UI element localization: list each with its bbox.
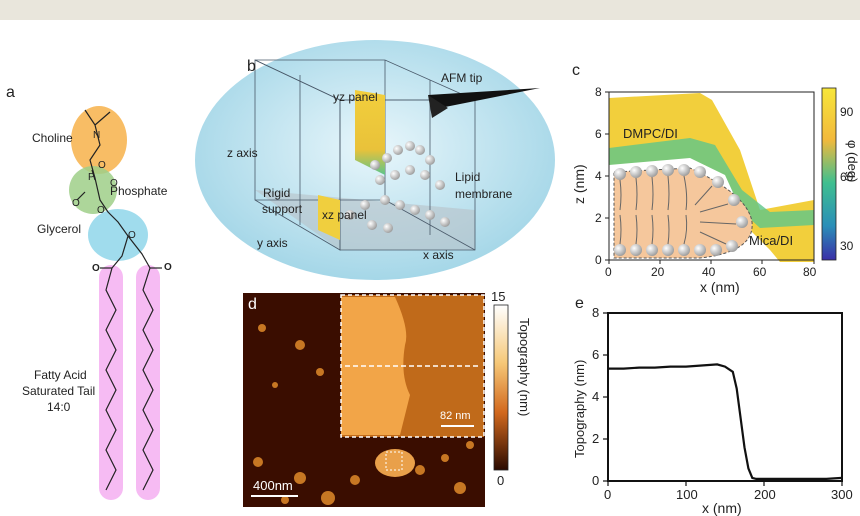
panel-e-plot bbox=[603, 312, 843, 486]
o-atom-5: O bbox=[92, 263, 100, 274]
xz-panel-surface bbox=[318, 195, 340, 240]
panel-e-frame bbox=[607, 312, 843, 482]
o-atom-4: O bbox=[128, 230, 136, 241]
tail-label-1: Fatty Acid bbox=[34, 368, 87, 382]
c-cbar-tick-30: 30 bbox=[840, 239, 854, 253]
panel-e-letter: e bbox=[575, 295, 584, 312]
c-ytick-0: 0 bbox=[595, 253, 602, 267]
c-xtick-2: 40 bbox=[702, 265, 716, 279]
n-atom: N bbox=[93, 130, 101, 141]
e-xlabel: x (nm) bbox=[702, 500, 742, 516]
tail-label-2: Saturated Tail bbox=[22, 384, 96, 398]
lipid-membrane-balls bbox=[345, 141, 450, 233]
y-axis-label: y axis bbox=[257, 236, 288, 250]
c-ytick-1: 2 bbox=[595, 211, 602, 225]
e-ytick-2: 4 bbox=[592, 389, 600, 404]
rigid-label-2: support bbox=[262, 202, 303, 216]
e-xtick-0: 0 bbox=[604, 487, 612, 502]
yz-panel-label: yz panel bbox=[333, 90, 378, 104]
mica-label: Mica/DI bbox=[749, 233, 794, 248]
c-xlabel: x (nm) bbox=[700, 279, 740, 295]
panel-c-lipid-heads bbox=[614, 164, 748, 256]
top-strip bbox=[0, 0, 860, 20]
d-cbar-tick-0: 0 bbox=[497, 473, 505, 488]
c-xtick-3: 60 bbox=[753, 265, 767, 279]
c-cbar-label: φ (deg) bbox=[845, 140, 860, 183]
d-cbar-label: Topography (nm) bbox=[517, 318, 532, 417]
choline-label: Choline bbox=[32, 131, 73, 145]
o-atom-2: O bbox=[72, 198, 80, 209]
tail-blob-left bbox=[99, 265, 123, 500]
tail-label-3: 14:0 bbox=[47, 400, 71, 414]
c-xtick-4: 80 bbox=[803, 265, 817, 279]
d-cbar-tick-15: 15 bbox=[491, 289, 506, 304]
tail-blob-right bbox=[136, 265, 160, 500]
e-xtick-3: 300 bbox=[831, 487, 853, 502]
glycerol-blob bbox=[88, 209, 148, 261]
c-xtick-0: 0 bbox=[605, 265, 612, 279]
lipid-label-1: Lipid bbox=[455, 170, 481, 184]
panel-b-schematic bbox=[195, 40, 555, 280]
c-cbar-tick-90: 90 bbox=[840, 105, 854, 119]
c-ytick-3: 6 bbox=[595, 127, 602, 141]
panel-c-colorbar bbox=[821, 87, 837, 261]
rigid-support bbox=[255, 190, 475, 250]
p-atom: P bbox=[88, 172, 95, 183]
o-atom-6: O bbox=[164, 262, 172, 273]
dmpc-label: DMPC/DI bbox=[623, 126, 678, 141]
panel-d-letter: d bbox=[248, 296, 257, 313]
e-ytick-1: 2 bbox=[592, 431, 600, 446]
phosphate-label: Phosphate bbox=[110, 184, 168, 198]
e-xtick-1: 100 bbox=[676, 487, 698, 502]
rigid-label-1: Rigid bbox=[263, 186, 291, 200]
xz-panel-label: xz panel bbox=[322, 208, 367, 222]
o-atom-3: O bbox=[97, 205, 105, 216]
panel-b-letter: b bbox=[247, 58, 256, 75]
o-minus-atom: O bbox=[98, 160, 106, 171]
c-xtick-1: 20 bbox=[651, 265, 665, 279]
o-atom-1: O bbox=[110, 178, 118, 189]
afm-tip-shape bbox=[428, 88, 540, 108]
c-cbar-tick-60: 60 bbox=[840, 170, 854, 184]
c-ytick-4: 8 bbox=[595, 85, 602, 99]
panel-a-letter: a bbox=[6, 84, 15, 101]
e-ylabel: Topography (nm) bbox=[572, 359, 587, 458]
d-scalebar-label: 400nm bbox=[253, 478, 293, 493]
z-axis-label: z axis bbox=[227, 146, 258, 160]
lipid-label-2: membrane bbox=[455, 187, 513, 201]
glycerol-label: Glycerol bbox=[37, 222, 82, 236]
c-ytick-2: 4 bbox=[595, 169, 602, 183]
e-xtick-2: 200 bbox=[754, 487, 776, 502]
panel-a-molecule bbox=[69, 106, 162, 500]
panel-d-colorbar bbox=[493, 304, 509, 471]
afm-tip-label: AFM tip bbox=[441, 71, 483, 85]
x-axis-label: x axis bbox=[423, 248, 454, 262]
e-ytick-3: 6 bbox=[592, 347, 600, 362]
panel-c-plot bbox=[605, 87, 837, 264]
c-ylabel: z (nm) bbox=[571, 164, 587, 204]
e-ytick-0: 0 bbox=[592, 473, 600, 488]
panel-d-image bbox=[243, 293, 509, 507]
phosphate-blob bbox=[69, 166, 117, 214]
panel-e-series-line bbox=[608, 363, 843, 480]
panel-c-letter: c bbox=[572, 62, 580, 79]
yz-panel-surface bbox=[355, 90, 385, 175]
d-inset-scalebar-label: 82 nm bbox=[440, 410, 471, 422]
e-ytick-4: 8 bbox=[592, 305, 600, 320]
